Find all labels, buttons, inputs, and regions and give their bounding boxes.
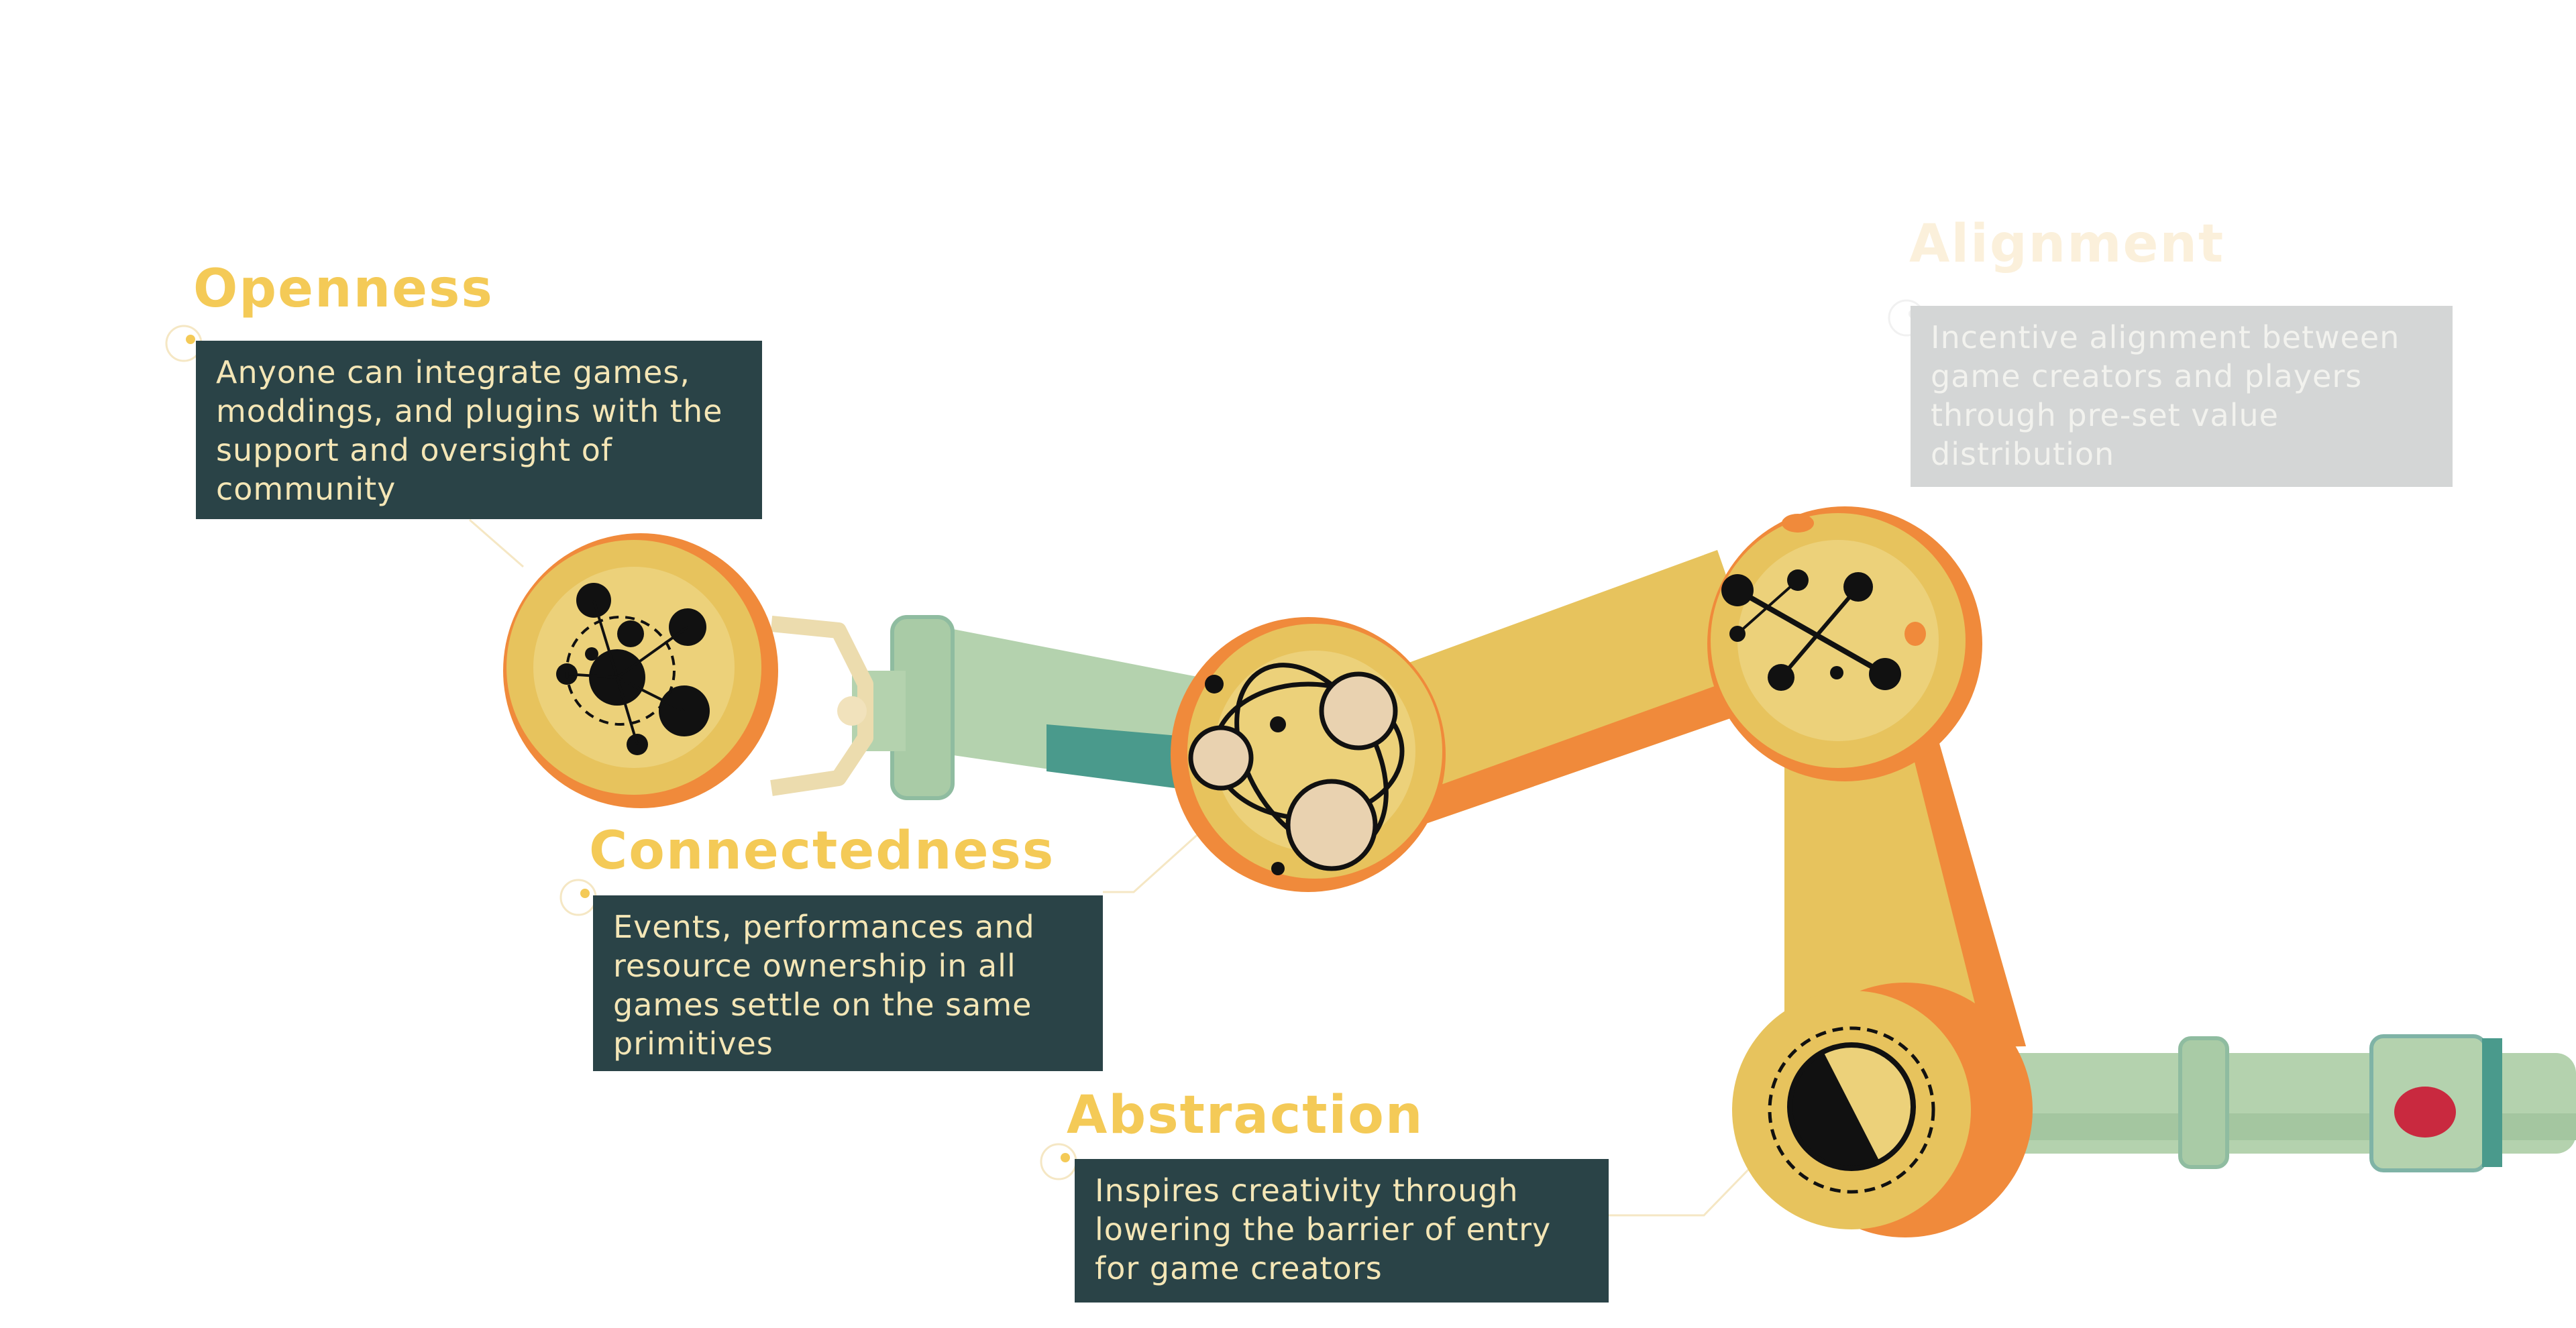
arm-segment-vertical bbox=[1784, 718, 2026, 1053]
principle-description-connectedness: Events, performances and resource owners… bbox=[593, 895, 1103, 1071]
linked-nodes-icon bbox=[1721, 569, 1901, 691]
connector-openness bbox=[469, 518, 524, 568]
arm-segment-upper bbox=[1368, 550, 1771, 825]
principle-title-connectedness: Connectedness bbox=[589, 821, 1055, 881]
pipe-right bbox=[1986, 1034, 2576, 1172]
molecule-network-icon bbox=[556, 583, 710, 755]
red-valve-icon bbox=[2394, 1087, 2456, 1138]
principle-description-openness: Anyone can integrate games, moddings, an… bbox=[196, 341, 762, 519]
joint-connectedness bbox=[1171, 617, 1446, 892]
principle-title-openness: Openness bbox=[193, 259, 494, 319]
forearm-pipe bbox=[770, 615, 1201, 800]
joint-alignment bbox=[1707, 506, 1982, 781]
connector-connectedness bbox=[1103, 830, 1202, 893]
half-moon-dial-icon bbox=[1787, 1042, 1916, 1171]
connector-abstraction bbox=[1609, 1166, 1752, 1217]
principle-description-abstraction: Inspires creativity through lowering the… bbox=[1075, 1159, 1609, 1303]
principle-title-abstraction: Abstraction bbox=[1067, 1085, 1424, 1146]
principle-description-alignment: Incentive alignment between game creator… bbox=[1911, 306, 2453, 487]
joint-openness bbox=[503, 533, 778, 808]
joint-abstraction bbox=[1732, 983, 2033, 1237]
principle-title-alignment: Alignment bbox=[1909, 214, 2225, 274]
orbit-circles-icon bbox=[1188, 663, 1405, 875]
